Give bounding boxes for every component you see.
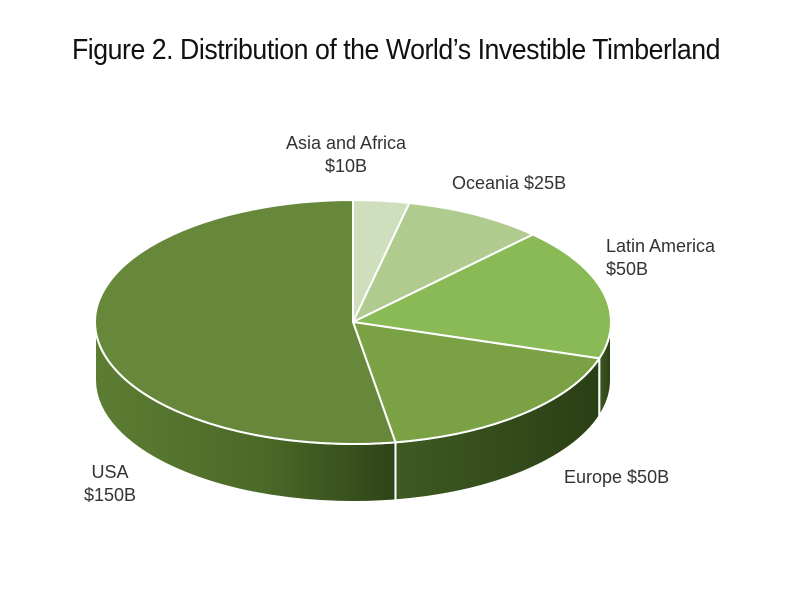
slice-label-asia-africa: Asia and Africa $10B — [286, 132, 406, 178]
slice-label-europe-name: Europe $50B — [564, 467, 670, 487]
slice-label-latin-america-value: $50B — [606, 259, 649, 279]
slice-label-usa-value: $150B — [84, 485, 137, 505]
slice-label-usa-name: USA — [91, 462, 129, 482]
slice-oceania — [352, 201, 534, 323]
slice-label-latin-america-name: Latin America — [606, 236, 716, 256]
slice-usa — [94, 199, 397, 445]
slice-europe — [352, 321, 601, 444]
slice-label-usa: USA $150B — [84, 461, 136, 507]
slice-latin-america — [352, 233, 612, 360]
slice-label-europe: Europe $50B — [564, 466, 669, 489]
slice-label-asia-africa-value: $10B — [325, 156, 368, 176]
chart-title: Figure 2. Distribution of the World’s In… — [71, 34, 721, 66]
slice-label-asia-africa-name: Asia and Africa — [286, 133, 407, 153]
slice-label-oceania: Oceania $25B — [452, 172, 566, 195]
pie-slices — [94, 199, 612, 445]
slice-label-oceania-name: Oceania $25B — [452, 173, 567, 193]
slice-label-latin-america: Latin America $50B — [606, 235, 715, 281]
